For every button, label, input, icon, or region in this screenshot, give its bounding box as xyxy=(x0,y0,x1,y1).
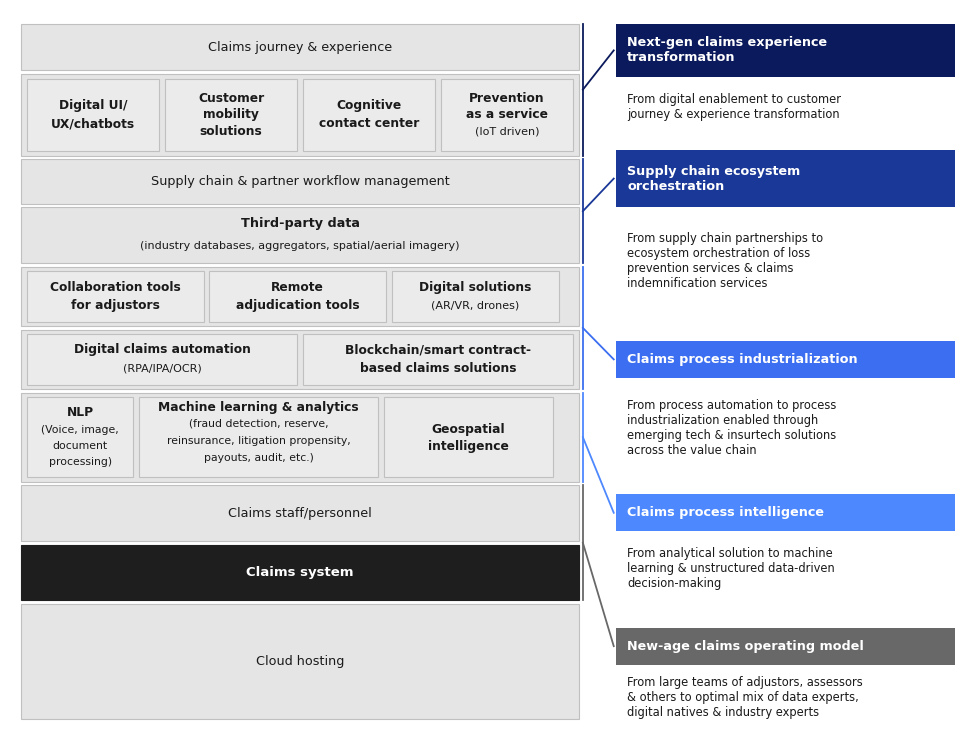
Bar xyxy=(21,393,579,482)
Text: New-age claims operating model: New-age claims operating model xyxy=(627,639,864,653)
Text: processing): processing) xyxy=(48,457,112,468)
Bar xyxy=(441,79,573,151)
Text: Prevention: Prevention xyxy=(469,92,545,105)
Bar xyxy=(27,397,133,477)
Bar xyxy=(27,79,159,151)
Text: Claims process intelligence: Claims process intelligence xyxy=(627,506,824,519)
Text: Cognitive: Cognitive xyxy=(337,99,401,113)
Text: reinsurance, litigation propensity,: reinsurance, litigation propensity, xyxy=(167,436,350,446)
Text: Claims system: Claims system xyxy=(246,566,354,579)
Text: Blockchain/smart contract-: Blockchain/smart contract- xyxy=(345,343,531,356)
Text: Claims process industrialization: Claims process industrialization xyxy=(627,353,858,366)
Text: From analytical solution to machine
learning & unstructured data-driven
decision: From analytical solution to machine lear… xyxy=(627,547,835,591)
Text: adjudication tools: adjudication tools xyxy=(235,299,360,312)
Text: Supply chain ecosystem
orchestration: Supply chain ecosystem orchestration xyxy=(627,165,801,193)
Bar xyxy=(303,79,435,151)
Text: (IoT driven): (IoT driven) xyxy=(475,126,539,136)
Text: Next-gen claims experience
transformation: Next-gen claims experience transformatio… xyxy=(627,36,827,64)
Bar xyxy=(21,267,579,326)
Bar xyxy=(209,271,386,322)
Text: (industry databases, aggregators, spatial/aerial imagery): (industry databases, aggregators, spatia… xyxy=(140,241,460,250)
Bar xyxy=(139,397,378,477)
Bar xyxy=(165,79,297,151)
Bar xyxy=(21,485,579,541)
Text: (fraud detection, reserve,: (fraud detection, reserve, xyxy=(189,419,328,429)
Text: Cloud hosting: Cloud hosting xyxy=(256,655,345,668)
Text: Supply chain & partner workflow management: Supply chain & partner workflow manageme… xyxy=(151,175,450,188)
Text: Collaboration tools: Collaboration tools xyxy=(50,281,180,294)
Text: as a service: as a service xyxy=(466,108,548,122)
Text: From digital enablement to customer
journey & experience transformation: From digital enablement to customer jour… xyxy=(627,93,841,121)
Text: (AR/VR, drones): (AR/VR, drones) xyxy=(431,300,519,310)
Bar xyxy=(392,271,559,322)
Text: From process automation to process
industrialization enabled through
emerging te: From process automation to process indus… xyxy=(627,399,837,457)
Bar xyxy=(616,150,955,207)
Bar xyxy=(303,334,573,385)
Text: Third-party data: Third-party data xyxy=(240,217,360,230)
Bar xyxy=(616,628,955,665)
Bar xyxy=(21,604,579,719)
Bar xyxy=(21,24,579,70)
Text: UX/chatbots: UX/chatbots xyxy=(51,117,135,130)
Bar xyxy=(27,271,204,322)
Text: based claims solutions: based claims solutions xyxy=(360,362,516,375)
Bar xyxy=(21,159,579,204)
Text: Customer: Customer xyxy=(198,92,264,105)
Text: for adjustors: for adjustors xyxy=(70,299,160,312)
Text: NLP: NLP xyxy=(67,406,94,419)
Bar xyxy=(21,207,579,263)
Text: payouts, audit, etc.): payouts, audit, etc.) xyxy=(204,453,314,463)
Text: Digital claims automation: Digital claims automation xyxy=(73,343,251,356)
Bar xyxy=(384,397,553,477)
Bar xyxy=(21,545,579,600)
Text: intelligence: intelligence xyxy=(428,440,509,453)
Bar xyxy=(27,334,297,385)
Bar xyxy=(21,330,579,389)
Text: (RPA/IPA/OCR): (RPA/IPA/OCR) xyxy=(123,363,202,373)
Text: mobility: mobility xyxy=(204,108,259,122)
Text: Machine learning & analytics: Machine learning & analytics xyxy=(158,401,359,414)
Text: From large teams of adjustors, assessors
& others to optimal mix of data experts: From large teams of adjustors, assessors… xyxy=(627,676,863,720)
Text: Digital solutions: Digital solutions xyxy=(419,281,532,294)
Text: Digital UI/: Digital UI/ xyxy=(59,99,127,113)
Text: Claims staff/personnel: Claims staff/personnel xyxy=(229,507,372,519)
Bar xyxy=(616,341,955,378)
Bar xyxy=(616,494,955,531)
Bar xyxy=(616,24,955,77)
Text: (Voice, image,: (Voice, image, xyxy=(41,425,119,435)
Text: From supply chain partnerships to
ecosystem orchestration of loss
prevention ser: From supply chain partnerships to ecosys… xyxy=(627,232,823,290)
Text: document: document xyxy=(52,441,108,451)
Text: Remote: Remote xyxy=(271,281,324,294)
Text: Claims journey & experience: Claims journey & experience xyxy=(208,41,392,53)
Text: contact center: contact center xyxy=(318,117,420,130)
Text: Geospatial: Geospatial xyxy=(431,423,506,436)
Text: solutions: solutions xyxy=(200,124,262,138)
Bar xyxy=(21,74,579,156)
